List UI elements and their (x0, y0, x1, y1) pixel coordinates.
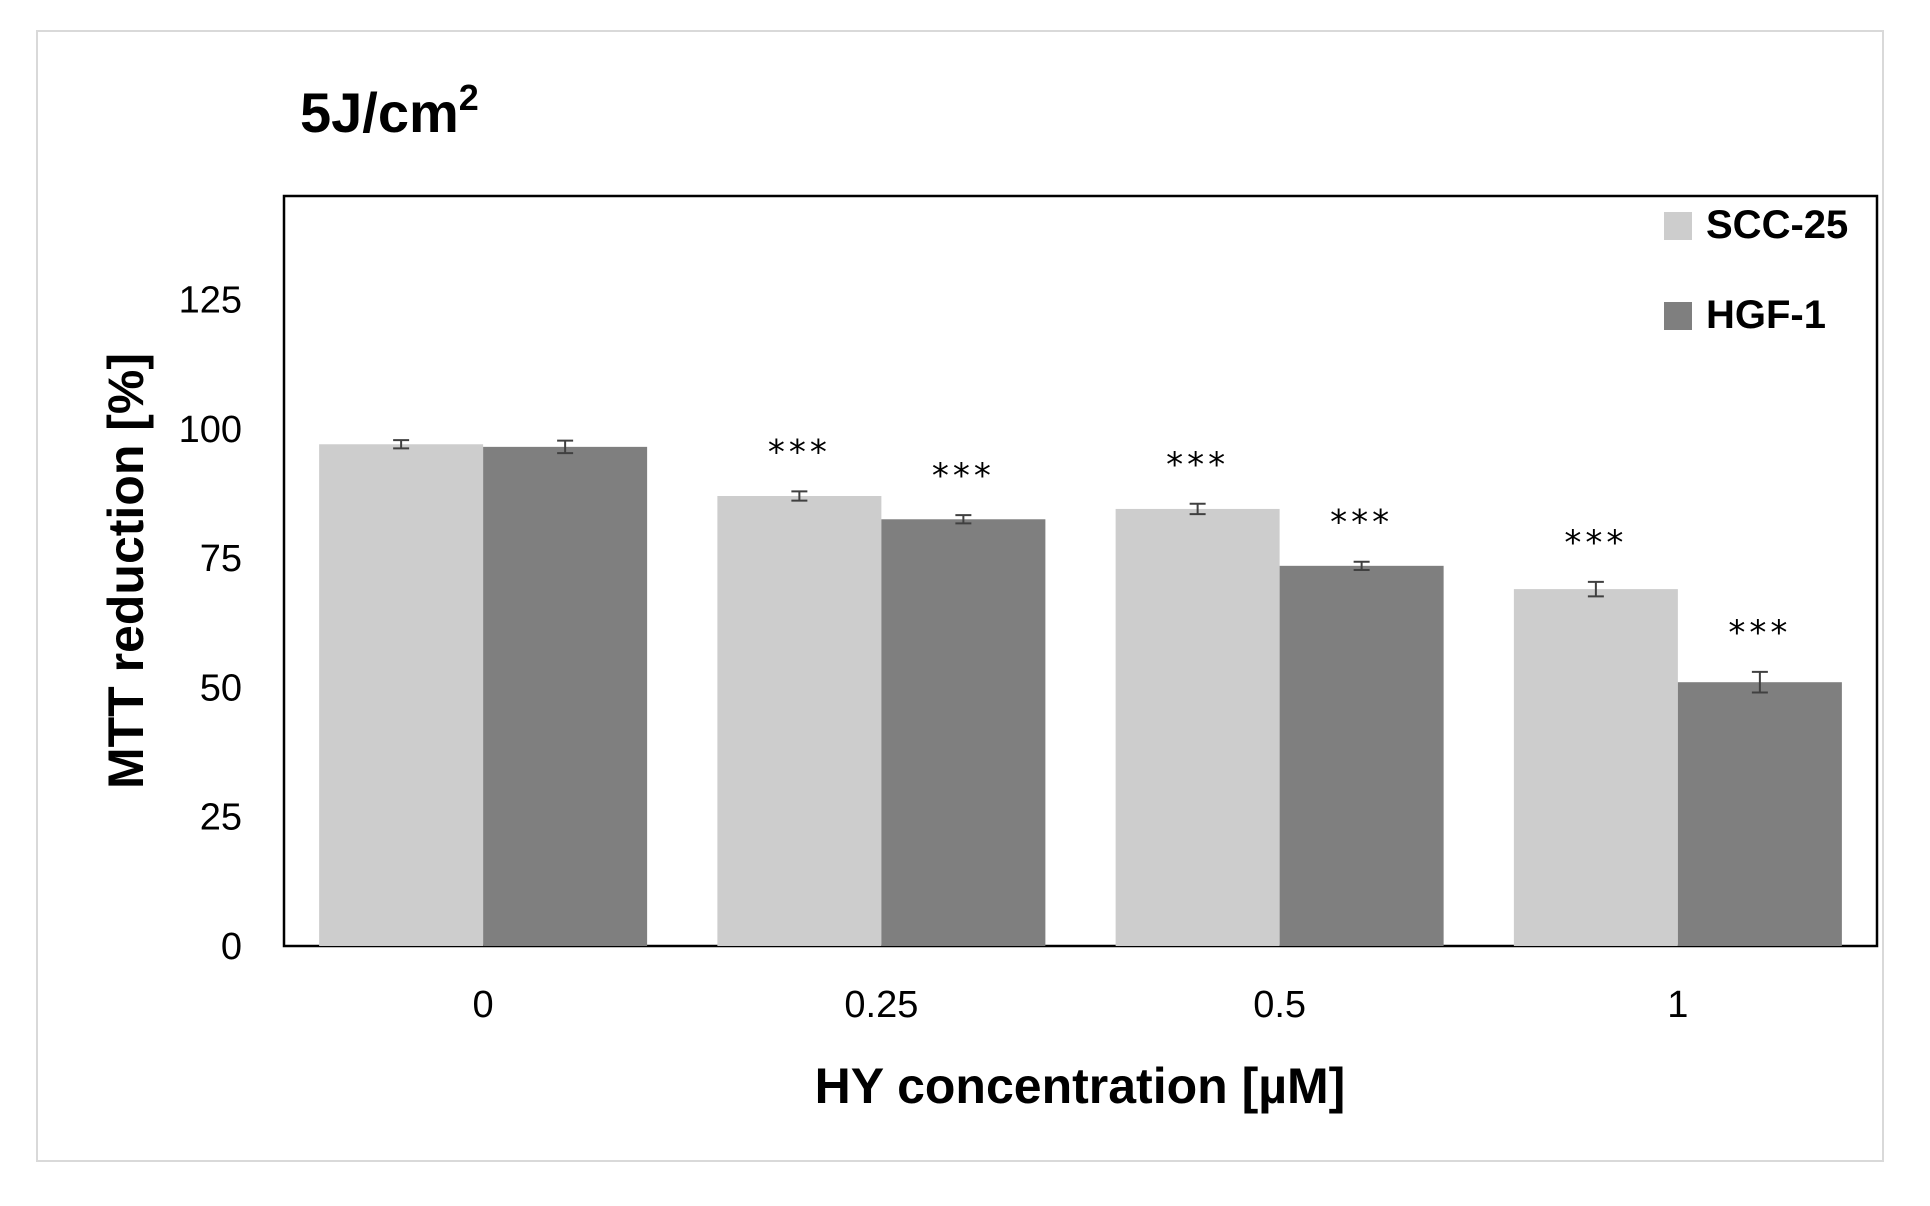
legend-label-hgf-1: HGF-1 (1706, 293, 1826, 337)
significance-label: *** (1564, 523, 1627, 563)
chart-title-superscript: 2 (459, 77, 479, 118)
x-tick-label: 1 (1667, 984, 1688, 1026)
y-tick-label: 75 (200, 538, 242, 580)
legend-label-scc-25: SCC-25 (1706, 203, 1848, 247)
bar-scc-25-0 (319, 444, 484, 946)
y-tick-label: 50 (200, 667, 242, 709)
significance-label: *** (932, 456, 995, 496)
x-tick-label: 0 (473, 984, 494, 1026)
y-tick-label: 25 (200, 797, 242, 839)
chart-title-main: 5J/cm (300, 81, 459, 144)
chart-title: 5J/cm2 (300, 77, 479, 144)
bar-hgf-1-0.25 (881, 519, 1046, 946)
bar-hgf-1-0.5 (1279, 565, 1444, 946)
bar-scc-25-0.25 (717, 496, 882, 946)
significance-group: *** *** *** *** *** *** (768, 432, 1791, 653)
bar-hgf-1-0 (483, 446, 648, 946)
significance-label: *** (1728, 613, 1791, 653)
significance-label: *** (768, 432, 831, 472)
legend-swatch-scc-25 (1664, 212, 1692, 240)
y-axis-ticks: 0 25 50 75 100 125 (179, 279, 242, 968)
bar-scc-25-1 (1513, 589, 1678, 946)
x-axis-ticks: 0 0.25 0.5 1 (473, 984, 1689, 1026)
x-tick-label: 0.25 (844, 984, 918, 1026)
y-tick-label: 100 (179, 409, 242, 451)
x-axis-label: HY concentration [µM] (815, 1058, 1346, 1114)
significance-label: *** (1330, 503, 1393, 543)
bar-hgf-1-1 (1677, 682, 1842, 946)
bar-scc-25-0.5 (1115, 508, 1280, 946)
legend: SCC-25 HGF-1 (1664, 203, 1848, 337)
y-tick-label: 0 (221, 926, 242, 968)
x-tick-label: 0.5 (1253, 984, 1306, 1026)
y-axis-label: MTT reduction [%] (98, 353, 154, 789)
bars-group (319, 444, 1842, 946)
y-tick-label: 125 (179, 279, 242, 321)
legend-swatch-hgf-1 (1664, 302, 1692, 330)
error-bars-group (393, 439, 1768, 694)
significance-label: *** (1166, 445, 1229, 485)
